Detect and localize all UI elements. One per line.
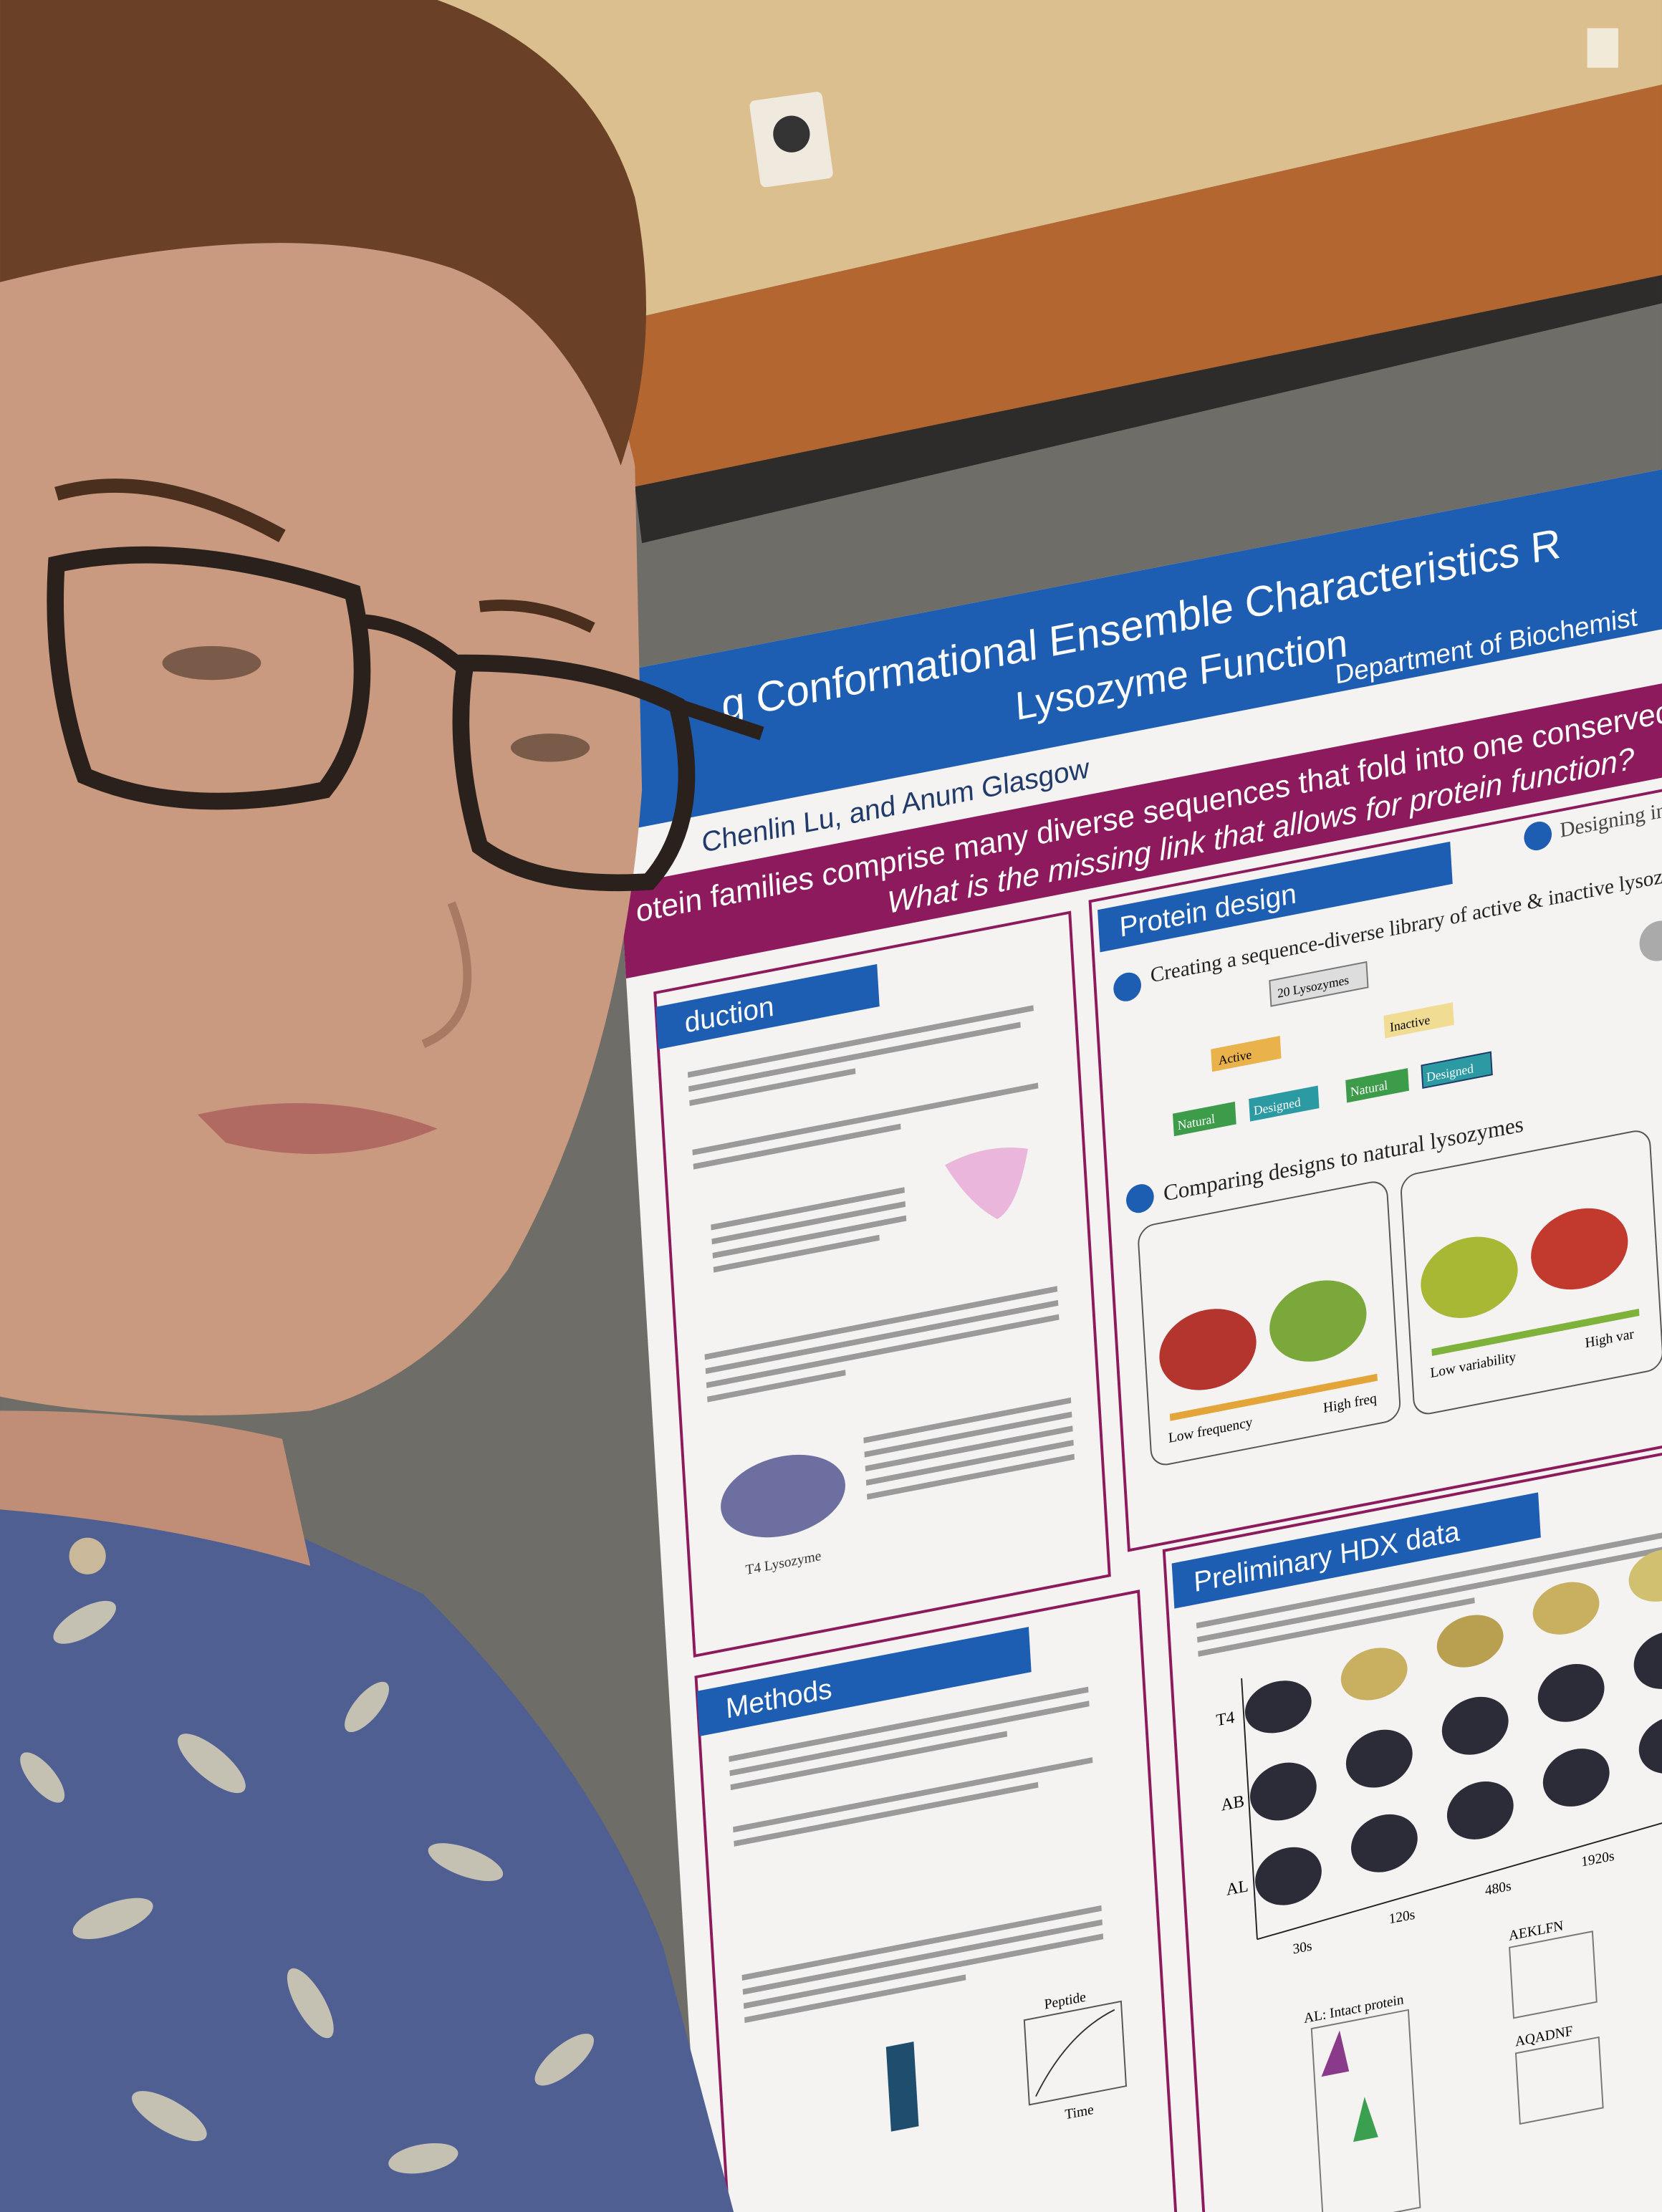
- tree-node: [1421, 1051, 1493, 1090]
- hdx-structures: [1244, 1549, 1662, 1905]
- energy-landscape: [945, 1148, 1028, 1219]
- design-box: [1088, 754, 1662, 1552]
- section-tab: [696, 1627, 1032, 1736]
- wall-plate: [1587, 28, 1618, 68]
- plot-frame: [1023, 2000, 1128, 2106]
- spectrum-peak: [1321, 2030, 1350, 2077]
- tree-node: [1211, 1036, 1282, 1072]
- wall-sensor-lens: [773, 115, 810, 153]
- mouth: [197, 1103, 438, 1154]
- glasses-arm: [675, 698, 764, 741]
- face: [0, 197, 643, 1415]
- tree-node: [1269, 961, 1369, 1007]
- eyebrow: [54, 479, 286, 542]
- color-scale: [1431, 1309, 1640, 1356]
- tree-node: [1383, 1002, 1454, 1039]
- question-banner: [620, 644, 1662, 978]
- wood-panel: [606, 85, 1662, 487]
- tree-node: [1172, 1101, 1236, 1137]
- tree-node: [1345, 1068, 1409, 1103]
- glasses-bridge: [352, 613, 471, 675]
- protein-renders: [1159, 1208, 1628, 1390]
- design-network: [1639, 920, 1662, 961]
- button: [69, 1537, 106, 1574]
- methods-box: [694, 1590, 1199, 2212]
- lysozyme-structure: [721, 1454, 845, 1538]
- spectra-frame: [1310, 2009, 1421, 2212]
- peptide-plot: [1509, 1930, 1598, 2019]
- step-badge: [1113, 972, 1141, 1001]
- shirt: [0, 1410, 734, 2212]
- peptide-plot: [1514, 2036, 1604, 2125]
- step-badge: [1524, 821, 1552, 851]
- section-tab: [1097, 841, 1453, 953]
- color-scale: [1169, 1373, 1378, 1421]
- tree-node: [1249, 1085, 1320, 1122]
- eyebrow: [479, 600, 595, 633]
- spectrum-peak: [1353, 2097, 1378, 2143]
- poster: g Conformational Ensemble Characteristic…: [607, 432, 1662, 2212]
- glasses-lens: [47, 546, 371, 810]
- row-label: AL: [1226, 1877, 1249, 1900]
- hair: [0, 0, 647, 466]
- shirt-pattern: [20, 1600, 595, 2174]
- section-tab: [1171, 1492, 1541, 1609]
- glasses-lens: [452, 654, 696, 892]
- eye: [162, 645, 261, 681]
- intro-box: [653, 910, 1111, 1658]
- neck: [0, 1410, 311, 1567]
- hdx-box: [1162, 1404, 1662, 2212]
- axis-line: [1257, 1784, 1662, 1941]
- intro-text: [687, 1005, 1075, 1500]
- title-band: [607, 432, 1662, 832]
- methods-text: [729, 1686, 1104, 2024]
- instrument-icon: [885, 2042, 919, 2132]
- row-label: AB: [1221, 1792, 1245, 1814]
- axis-line: [1241, 1678, 1258, 1940]
- eye: [510, 734, 590, 762]
- nose: [421, 901, 472, 1048]
- hdx-text: [1196, 1510, 1662, 1657]
- board-frame: [635, 275, 1662, 544]
- section-tab: [655, 963, 880, 1049]
- time-label: 30s: [1292, 1938, 1312, 1957]
- step-badge: [1126, 1184, 1154, 1213]
- panel: [1401, 1130, 1662, 1415]
- plot-curve: [1035, 2009, 1115, 2097]
- panel: [1138, 1181, 1401, 1466]
- row-label: T4: [1216, 1708, 1235, 1731]
